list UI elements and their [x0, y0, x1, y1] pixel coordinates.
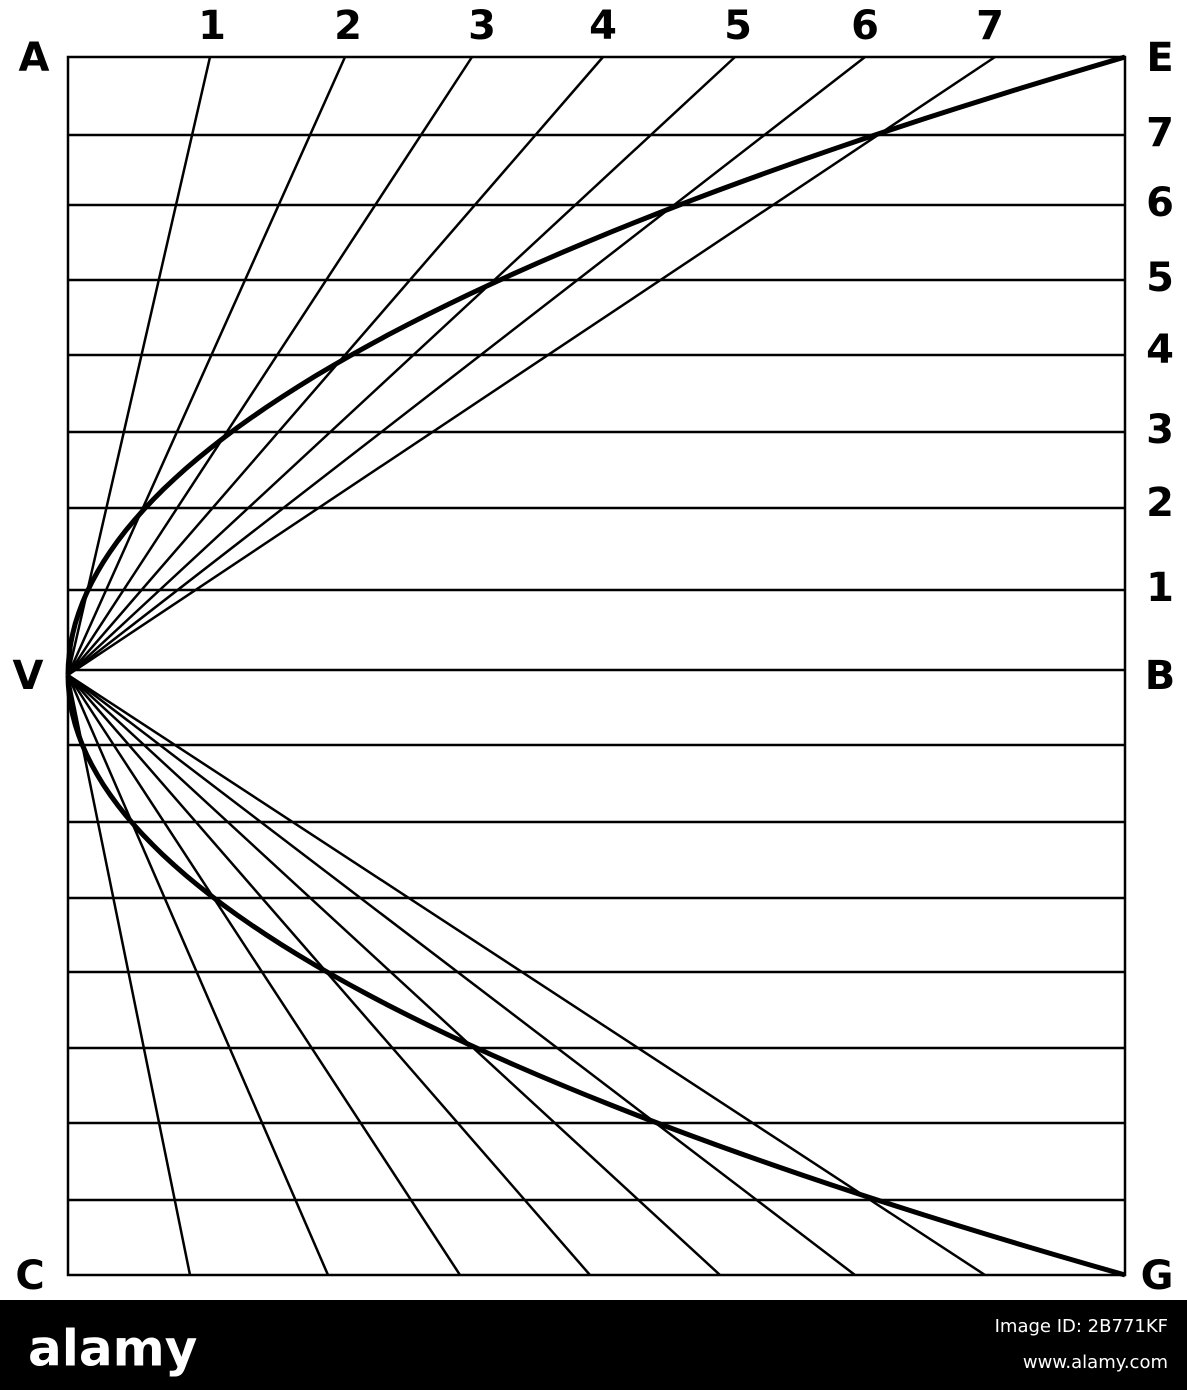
ray	[67, 674, 721, 1276]
ray	[66, 674, 462, 1276]
right-division-label: 6	[1146, 180, 1174, 226]
top-division-label: 4	[589, 3, 617, 49]
top-division-label: 5	[724, 3, 752, 49]
label-e: E	[1146, 35, 1173, 81]
top-division-label: 6	[851, 3, 879, 49]
right-division-label: 5	[1146, 255, 1174, 301]
ray	[66, 56, 212, 676]
label-g: G	[1141, 1253, 1174, 1299]
top-division-label: 1	[198, 3, 226, 49]
ray	[67, 673, 986, 1277]
construction	[65, 54, 1127, 1278]
label-b: B	[1145, 653, 1176, 699]
ray	[67, 55, 996, 677]
watermark-url: www.alamy.com	[1023, 1352, 1168, 1373]
right-division-label: 1	[1146, 565, 1174, 611]
parabola-upper	[65, 54, 1126, 676]
ray	[66, 56, 474, 676]
label-c: C	[15, 1253, 44, 1299]
top-division-label: 3	[468, 3, 496, 49]
top-division-label: 7	[976, 3, 1004, 49]
ray	[66, 56, 347, 676]
right-division-label: 7	[1146, 110, 1174, 156]
ray	[67, 674, 856, 1276]
ray	[67, 56, 866, 676]
watermark-bar	[0, 1300, 1187, 1390]
watermark-brand: alamy	[28, 1320, 197, 1378]
right-division-label: 4	[1146, 327, 1174, 373]
label-a: A	[19, 35, 50, 81]
ray	[67, 56, 736, 676]
background	[0, 0, 1187, 1300]
right-division-label: 2	[1146, 480, 1174, 526]
parabola-lower	[65, 674, 1126, 1278]
ray	[66, 674, 192, 1276]
top-division-label: 2	[334, 3, 362, 49]
right-division-label: 3	[1146, 407, 1174, 453]
watermark-id: Image ID: 2B771KF	[995, 1316, 1168, 1337]
ray	[66, 674, 330, 1276]
label-v: V	[13, 653, 44, 699]
